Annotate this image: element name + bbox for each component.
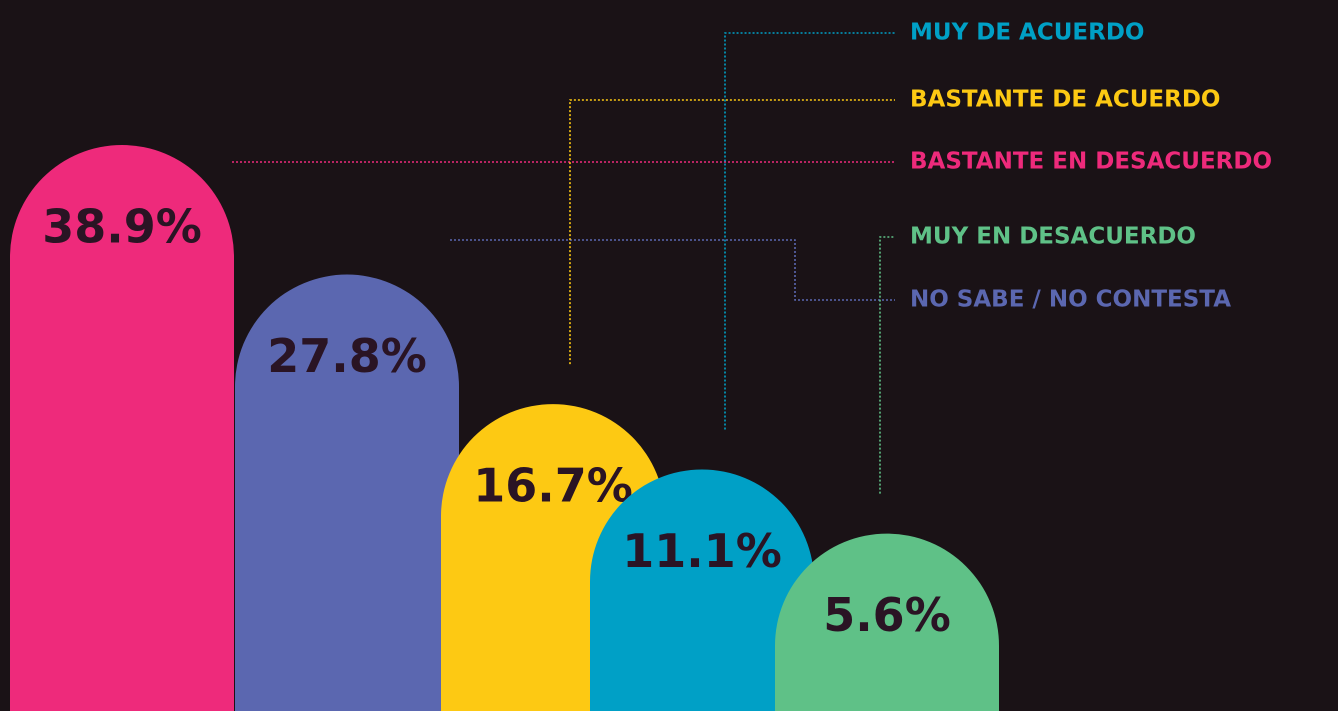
value-label: 5.6%	[823, 588, 951, 642]
bar	[590, 469, 814, 711]
bar	[775, 533, 999, 711]
legend-label: BASTANTE EN DESACUERDO	[910, 149, 1272, 175]
leader-line	[724, 32, 895, 430]
value-label: 16.7%	[473, 459, 633, 513]
legend-label: NO SABE / NO CONTESTA	[910, 287, 1231, 313]
leader-line	[879, 236, 895, 494]
legend-label: MUY EN DESACUERDO	[910, 224, 1196, 250]
leader-line	[450, 239, 895, 301]
leader-line	[569, 99, 895, 365]
bar	[10, 145, 234, 711]
value-label: 27.8%	[267, 329, 427, 383]
legend-label: MUY DE ACUERDO	[910, 20, 1144, 46]
value-label: 38.9%	[42, 200, 202, 254]
legend-label: BASTANTE DE ACUERDO	[910, 87, 1221, 113]
bar	[235, 274, 459, 711]
value-label: 11.1%	[622, 524, 782, 578]
